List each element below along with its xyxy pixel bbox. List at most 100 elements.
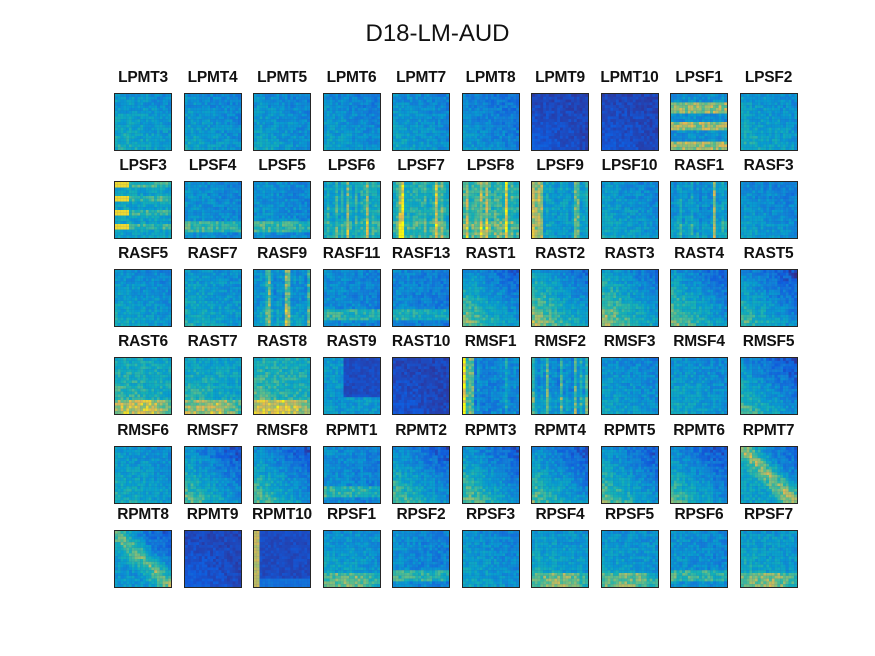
heatmap-cell xyxy=(126,108,130,111)
heatmap-cell xyxy=(612,147,616,150)
heatmap-cell xyxy=(501,113,505,117)
heatmap-cell xyxy=(256,127,260,131)
heatmap-cell xyxy=(679,127,683,131)
heatmap-cell xyxy=(790,110,794,114)
heatmap-cell xyxy=(351,130,355,134)
heatmap-cell xyxy=(162,144,166,148)
heatmap-cell xyxy=(254,127,257,131)
heatmap-cell xyxy=(157,124,160,128)
heatmap-cell xyxy=(748,94,752,97)
heatmap-cell xyxy=(782,110,786,114)
panel-title: LPMT7 xyxy=(385,69,457,87)
heatmap-cell xyxy=(273,96,277,100)
heatmap-cell xyxy=(484,99,488,103)
heatmap-cell xyxy=(120,108,124,111)
heatmap-cell xyxy=(540,119,544,123)
heatmap-cell xyxy=(198,184,202,188)
heatmap-cell xyxy=(751,127,755,131)
heatmap-cell xyxy=(226,232,230,236)
heatmap-cell xyxy=(482,130,485,134)
heatmap-cell xyxy=(437,113,441,117)
heatmap-cell xyxy=(376,130,380,134)
heatmap-cell xyxy=(440,119,444,123)
heatmap-cell xyxy=(540,116,544,120)
heatmap-cell xyxy=(123,102,127,106)
heatmap-cell xyxy=(762,96,766,100)
heatmap-cell xyxy=(560,147,563,150)
heatmap-cell xyxy=(279,198,283,202)
heatmap-cell xyxy=(154,193,158,197)
heatmap-cell xyxy=(265,96,269,100)
heatmap-cell xyxy=(432,133,436,137)
heatmap-cell xyxy=(201,110,205,114)
heatmap-cell xyxy=(765,133,769,137)
heatmap-cell xyxy=(143,144,146,148)
heatmap-cell xyxy=(748,119,752,123)
heatmap-cell xyxy=(696,113,700,117)
heatmap-cell xyxy=(776,116,780,120)
heatmap-cell xyxy=(304,193,308,197)
heatmap-cell xyxy=(345,147,349,150)
heatmap-cell xyxy=(279,94,283,97)
heatmap-cell xyxy=(209,113,213,117)
heatmap-cell xyxy=(270,141,274,145)
heatmap-cell xyxy=(443,110,447,114)
heatmap-cell xyxy=(699,127,702,131)
heatmap-cell xyxy=(490,105,494,109)
heatmap-cell xyxy=(212,226,216,230)
heatmap-cell xyxy=(223,96,227,100)
heatmap-cell xyxy=(368,113,372,117)
heatmap-cell xyxy=(192,122,196,125)
heatmap-cell xyxy=(782,138,786,142)
heatmap-cell xyxy=(206,141,210,145)
heatmap-cell xyxy=(746,122,749,125)
heatmap-cell xyxy=(354,124,358,128)
heatmap-cell xyxy=(646,99,650,103)
heatmap-cell xyxy=(223,221,227,225)
heatmap-cell xyxy=(484,113,488,117)
heatmap-cell xyxy=(331,136,335,139)
heatmap-cell xyxy=(134,187,138,191)
heatmap-cell xyxy=(479,133,483,137)
heatmap-cell xyxy=(256,94,260,97)
heatmap-cell xyxy=(707,144,711,148)
heatmap-cell xyxy=(362,102,366,106)
heatmap-cell xyxy=(607,96,610,100)
heatmap-cell xyxy=(768,124,772,128)
heatmap-cell xyxy=(123,215,127,219)
heatmap-cell xyxy=(543,102,547,106)
heatmap-cell xyxy=(373,110,377,114)
heatmap-cell xyxy=(201,130,205,134)
heatmap-cell xyxy=(421,99,424,103)
heatmap-cell xyxy=(762,127,766,131)
heatmap-cell xyxy=(348,113,352,117)
heatmap-cell xyxy=(760,147,763,150)
heatmap-cell xyxy=(490,144,494,148)
heatmap-cell xyxy=(609,116,613,120)
heatmap-cell xyxy=(345,102,349,106)
heatmap-cell xyxy=(557,102,561,106)
heatmap-cell xyxy=(301,147,305,150)
heatmap-cell xyxy=(751,147,755,150)
heatmap-cell xyxy=(201,212,205,216)
heatmap-cell xyxy=(476,144,480,148)
heatmap-cell xyxy=(757,94,761,97)
heatmap-cell xyxy=(629,124,633,128)
heatmap-cell xyxy=(407,99,410,103)
heatmap-cell xyxy=(718,102,722,106)
heatmap-cell xyxy=(215,124,219,128)
heatmap-cell xyxy=(192,193,196,197)
heatmap-cell xyxy=(484,133,488,137)
heatmap-cell xyxy=(609,102,613,106)
heatmap-cell xyxy=(507,136,511,139)
heatmap-cell xyxy=(270,130,274,134)
heatmap-cell xyxy=(476,110,480,114)
heatmap-cell xyxy=(365,144,369,148)
heatmap-cell xyxy=(145,215,149,219)
heatmap-cell xyxy=(206,94,210,97)
heatmap-cell xyxy=(548,147,552,150)
heatmap-cell xyxy=(184,196,188,199)
heatmap-cell xyxy=(254,133,257,137)
heatmap-cell xyxy=(148,190,152,194)
heatmap-cell xyxy=(440,130,444,134)
